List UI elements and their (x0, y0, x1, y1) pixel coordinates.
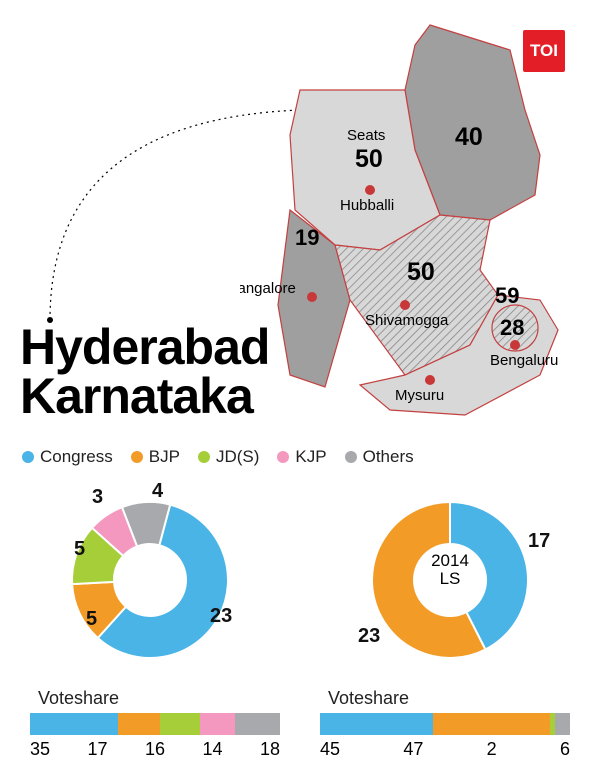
seats-ne: 40 (455, 123, 483, 151)
legend-label: Congress (40, 447, 113, 467)
voteshare-nums-left: 35 17 16 14 18 (30, 739, 280, 760)
city-label-bengaluru: Bengaluru (490, 352, 558, 369)
seats-coast: 19 (295, 225, 319, 250)
legend-item-others: Others (345, 447, 414, 467)
voteshare-num: 16 (145, 739, 165, 760)
voteshare-seg-others (235, 713, 280, 735)
voteshare-seg-congress (30, 713, 118, 735)
slice-label: 5 (86, 608, 97, 631)
donut-right-center-l2: LS (431, 570, 469, 588)
title-line1: Hyderabad (20, 323, 269, 372)
seats-blr: 28 (500, 315, 524, 340)
slice-label: 3 (92, 486, 103, 509)
legend-swatch (131, 451, 143, 463)
legend-label: BJP (149, 447, 180, 467)
donut-row: 4 3 5 5 23 2014 LS 17 23 (0, 480, 600, 690)
voteshare-num: 18 (260, 739, 280, 760)
city-dot-hubballi (365, 185, 375, 195)
legend-label: Others (363, 447, 414, 467)
city-dot-mysuru (425, 375, 435, 385)
donut-left-cell: 4 3 5 5 23 (0, 480, 300, 690)
legend-swatch (198, 451, 210, 463)
legend-swatch (22, 451, 34, 463)
voteshare-title-right: Voteshare (328, 688, 570, 709)
slice-label: 17 (528, 530, 550, 553)
page-title: Hyderabad Karnataka (20, 323, 269, 420)
city-dot-mangalore (307, 292, 317, 302)
city-label-mangalore: Mangalore (240, 280, 296, 297)
donut-right-cell: 2014 LS 17 23 (300, 480, 600, 690)
city-label-shivamogga: Shivamogga (365, 312, 449, 329)
legend-label: KJP (295, 447, 326, 467)
karnataka-map: Seats 50 40 19 50 59 28 Hubballi Mangalo… (240, 15, 570, 425)
voteshare-seg-kjp (200, 713, 235, 735)
voteshare-num: 6 (560, 739, 570, 760)
title-line2: Karnataka (20, 372, 269, 421)
voteshare-left: Voteshare 35 17 16 14 18 (30, 688, 280, 760)
city-label-hubballi: Hubballi (340, 197, 394, 214)
voteshare-bar-right (320, 713, 570, 735)
voteshare-num: 2 (487, 739, 497, 760)
voteshare-title-left: Voteshare (38, 688, 280, 709)
slice-label: 5 (74, 538, 85, 561)
slice-label: 4 (152, 480, 163, 503)
seats-se: 59 (495, 283, 519, 308)
city-dot-bengaluru (510, 340, 520, 350)
voteshare-num: 47 (403, 739, 423, 760)
voteshare-num: 14 (202, 739, 222, 760)
donut-right-center: 2014 LS (431, 552, 469, 588)
voteshare-nums-right: 45 47 2 6 (320, 739, 570, 760)
city-label-mysuru: Mysuru (395, 387, 444, 404)
voteshare-seg-jds (160, 713, 200, 735)
legend-swatch (345, 451, 357, 463)
voteshare-seg-bjp (433, 713, 551, 735)
seats-nw: 50 (355, 145, 383, 173)
legend-item-bjp: BJP (131, 447, 180, 467)
legend-item-kjp: KJP (277, 447, 326, 467)
party-legend: Congress BJP JD(S) KJP Others (22, 447, 414, 467)
seats-label: Seats (347, 127, 385, 144)
slice-label: 23 (358, 625, 380, 648)
voteshare-seg-bjp (118, 713, 161, 735)
seats-central: 50 (407, 258, 435, 286)
voteshare-bar-left (30, 713, 280, 735)
voteshare-seg-congress (320, 713, 433, 735)
slice-label: 23 (210, 605, 232, 628)
voteshare-num: 45 (320, 739, 340, 760)
voteshare-right: Voteshare 45 47 2 6 (320, 688, 570, 760)
legend-label: JD(S) (216, 447, 259, 467)
donut-left (60, 490, 240, 670)
legend-item-congress: Congress (22, 447, 113, 467)
voteshare-num: 35 (30, 739, 50, 760)
voteshare-num: 17 (87, 739, 107, 760)
voteshare-seg-others (555, 713, 570, 735)
donut-right-center-l1: 2014 (431, 552, 469, 570)
legend-swatch (277, 451, 289, 463)
city-dot-shivamogga (400, 300, 410, 310)
legend-item-jds: JD(S) (198, 447, 259, 467)
